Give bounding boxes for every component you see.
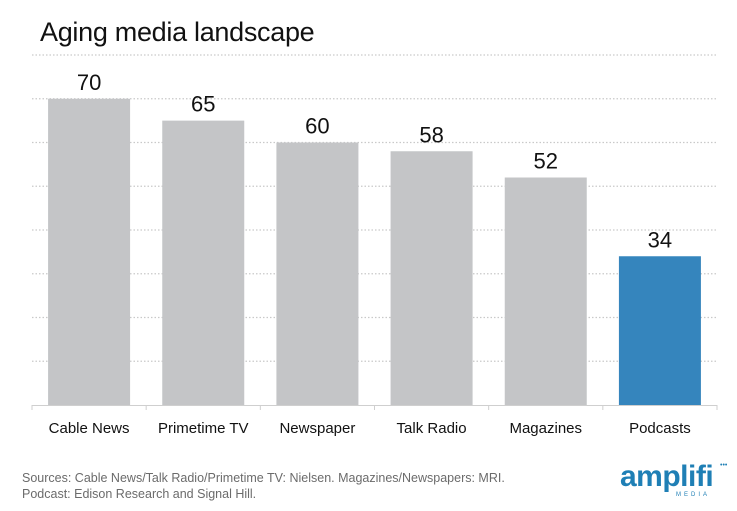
data-label: 70 <box>77 70 101 95</box>
logo-subtitle: MEDIA <box>676 492 711 498</box>
source-note: Sources: Cable News/Talk Radio/Primetime… <box>22 470 505 502</box>
logo-dots-icon: ••• <box>720 462 728 469</box>
data-labels: 70 65 60 58 52 34 <box>77 70 672 253</box>
source-line-1: Sources: Cable News/Talk Radio/Primetime… <box>22 471 505 485</box>
x-tick-label: Magazines <box>509 420 582 437</box>
chart-title: Aging media landscape <box>40 17 315 47</box>
x-tick-label: Talk Radio <box>397 420 467 437</box>
data-label: 34 <box>648 227 672 252</box>
x-tick-label: Podcasts <box>629 420 691 437</box>
x-tick-label: Newspaper <box>279 420 355 437</box>
bar <box>162 120 245 405</box>
bar <box>276 142 359 405</box>
amplifi-logo: amplifi ••• MEDIA <box>620 460 727 499</box>
bar-chart: 70 65 60 58 52 34 Cable News Primetime TV Newsp… <box>31 54 718 437</box>
bar <box>504 177 587 405</box>
bars <box>48 98 701 405</box>
x-tick-label: Primetime TV <box>158 420 249 437</box>
data-label: 60 <box>305 114 329 139</box>
x-tick-labels: Cable News Primetime TV Newspaper Talk Radi… <box>49 420 691 437</box>
gridlines <box>32 54 717 362</box>
x-axis <box>31 405 718 410</box>
bar <box>618 256 701 405</box>
bar <box>390 151 473 405</box>
source-line-2: Podcast: Edison Research and Signal Hill… <box>22 487 257 501</box>
data-label: 52 <box>534 149 558 174</box>
bar <box>48 98 131 405</box>
logo-wordmark: amplifi <box>620 460 714 493</box>
x-tick-label: Cable News <box>49 420 130 437</box>
data-label: 65 <box>191 92 215 117</box>
data-label: 58 <box>419 122 443 147</box>
